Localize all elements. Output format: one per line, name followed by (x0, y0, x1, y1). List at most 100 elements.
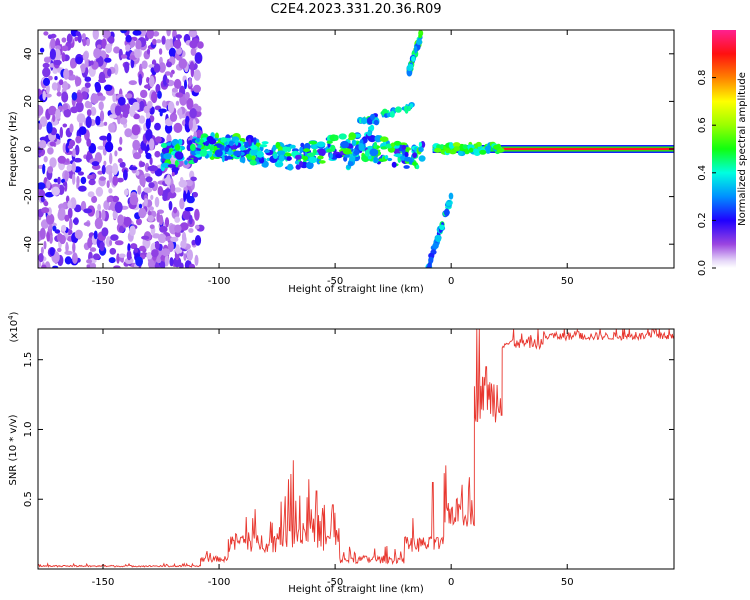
noise-blob (71, 161, 77, 173)
noise-blob (90, 93, 100, 104)
noise-blob (42, 90, 46, 101)
noise-blob (167, 101, 175, 114)
noise-blob (194, 208, 200, 221)
noise-blob (67, 207, 73, 219)
snr-y-tick-label: 1.0 (23, 422, 34, 438)
noise-blob (103, 160, 107, 166)
band-blob (317, 155, 324, 160)
noise-blob (154, 150, 161, 158)
band-blob (338, 133, 347, 140)
noise-blob (108, 123, 116, 133)
noise-blob (179, 222, 189, 231)
carrier-core (479, 147, 674, 151)
noise-blob (47, 147, 54, 155)
noise-blob (123, 216, 132, 227)
noise-blob (154, 196, 160, 208)
spectrogram-y-tick-label: -40 (23, 236, 34, 252)
band-blob (245, 149, 251, 153)
band-blob (344, 154, 350, 158)
noise-blob (75, 31, 81, 37)
noise-blob (65, 158, 70, 163)
noise-blob (49, 157, 57, 168)
noise-blob (42, 67, 51, 78)
noise-blob (113, 265, 121, 268)
noise-blob (138, 245, 146, 252)
noise-blob (186, 249, 193, 261)
band-blob (161, 162, 171, 168)
band-blob (273, 153, 278, 159)
band-blob (256, 150, 264, 158)
noise-blob (62, 142, 67, 153)
noise-blob (138, 115, 146, 124)
noise-blob (123, 188, 129, 196)
noise-blob (112, 163, 119, 175)
noise-blob (186, 179, 193, 187)
noise-blob (158, 108, 167, 113)
noise-blob (175, 92, 184, 98)
noise-blob (188, 30, 198, 38)
noise-blob (91, 195, 98, 203)
noise-blob (132, 30, 142, 36)
noise-blob (43, 31, 49, 36)
noise-blob (167, 241, 174, 253)
noise-blob (168, 47, 176, 58)
noise-blob (62, 81, 69, 91)
noise-blob (114, 240, 124, 246)
noise-blob (125, 44, 131, 52)
band-blob (250, 145, 258, 150)
band-blob (364, 149, 371, 157)
noise-blob (43, 240, 47, 250)
chart-title: C2E4.2023.331.20.36.R09 (270, 2, 442, 17)
noise-blob (188, 118, 193, 131)
noise-blob (75, 135, 82, 144)
noise-blob (66, 164, 73, 172)
noise-blob (43, 57, 52, 63)
band-blob (387, 157, 393, 162)
noise-blob (188, 228, 194, 233)
noise-blob (40, 195, 45, 203)
noise-blob (64, 170, 69, 182)
trace-blob (358, 143, 365, 151)
noise-blob (61, 52, 66, 63)
noise-blob (155, 136, 162, 144)
band-blob (221, 154, 225, 163)
band-blob (342, 148, 352, 155)
noise-blob (164, 177, 171, 185)
snr-x-tick-label: 0 (448, 577, 454, 588)
noise-blob (80, 200, 87, 212)
noise-blob (193, 69, 201, 81)
noise-blob (61, 37, 67, 43)
noise-blob (84, 82, 91, 88)
colorbar-ticks: 0.0 0.2 0.4 0.6 0.8 (697, 70, 716, 276)
noise-blob (109, 239, 113, 246)
band-blob (393, 140, 402, 146)
noise-blob (125, 93, 133, 99)
noise-blob (49, 141, 56, 147)
noise-blob (175, 244, 180, 255)
band-blob (259, 144, 268, 148)
snr-data (37, 328, 675, 568)
trace-blob (425, 265, 431, 268)
noise-blob (109, 114, 118, 119)
carrier-blob (464, 149, 470, 155)
band-blob (308, 140, 318, 145)
noise-blob (119, 161, 126, 168)
noise-blob (124, 128, 133, 138)
noise-blob (125, 34, 132, 43)
noise-blob (119, 225, 125, 233)
noise-blob (61, 45, 69, 52)
spectrogram-y-tick-label: 40 (23, 47, 34, 60)
carrier-blob (449, 142, 454, 148)
snr-axes: -150 -100 -50 0 50 0.5 1.0 1.5 (23, 329, 674, 588)
band-blob (194, 150, 202, 155)
noise-blob (112, 175, 119, 186)
noise-blob (131, 124, 141, 136)
noise-blob (67, 200, 72, 209)
noise-blob (175, 34, 182, 39)
band-blob (250, 148, 259, 156)
band-blob (174, 144, 181, 151)
band-blob (306, 161, 314, 170)
trace-blob (389, 110, 395, 118)
noise-blob (185, 115, 190, 126)
band-blob (418, 141, 422, 148)
